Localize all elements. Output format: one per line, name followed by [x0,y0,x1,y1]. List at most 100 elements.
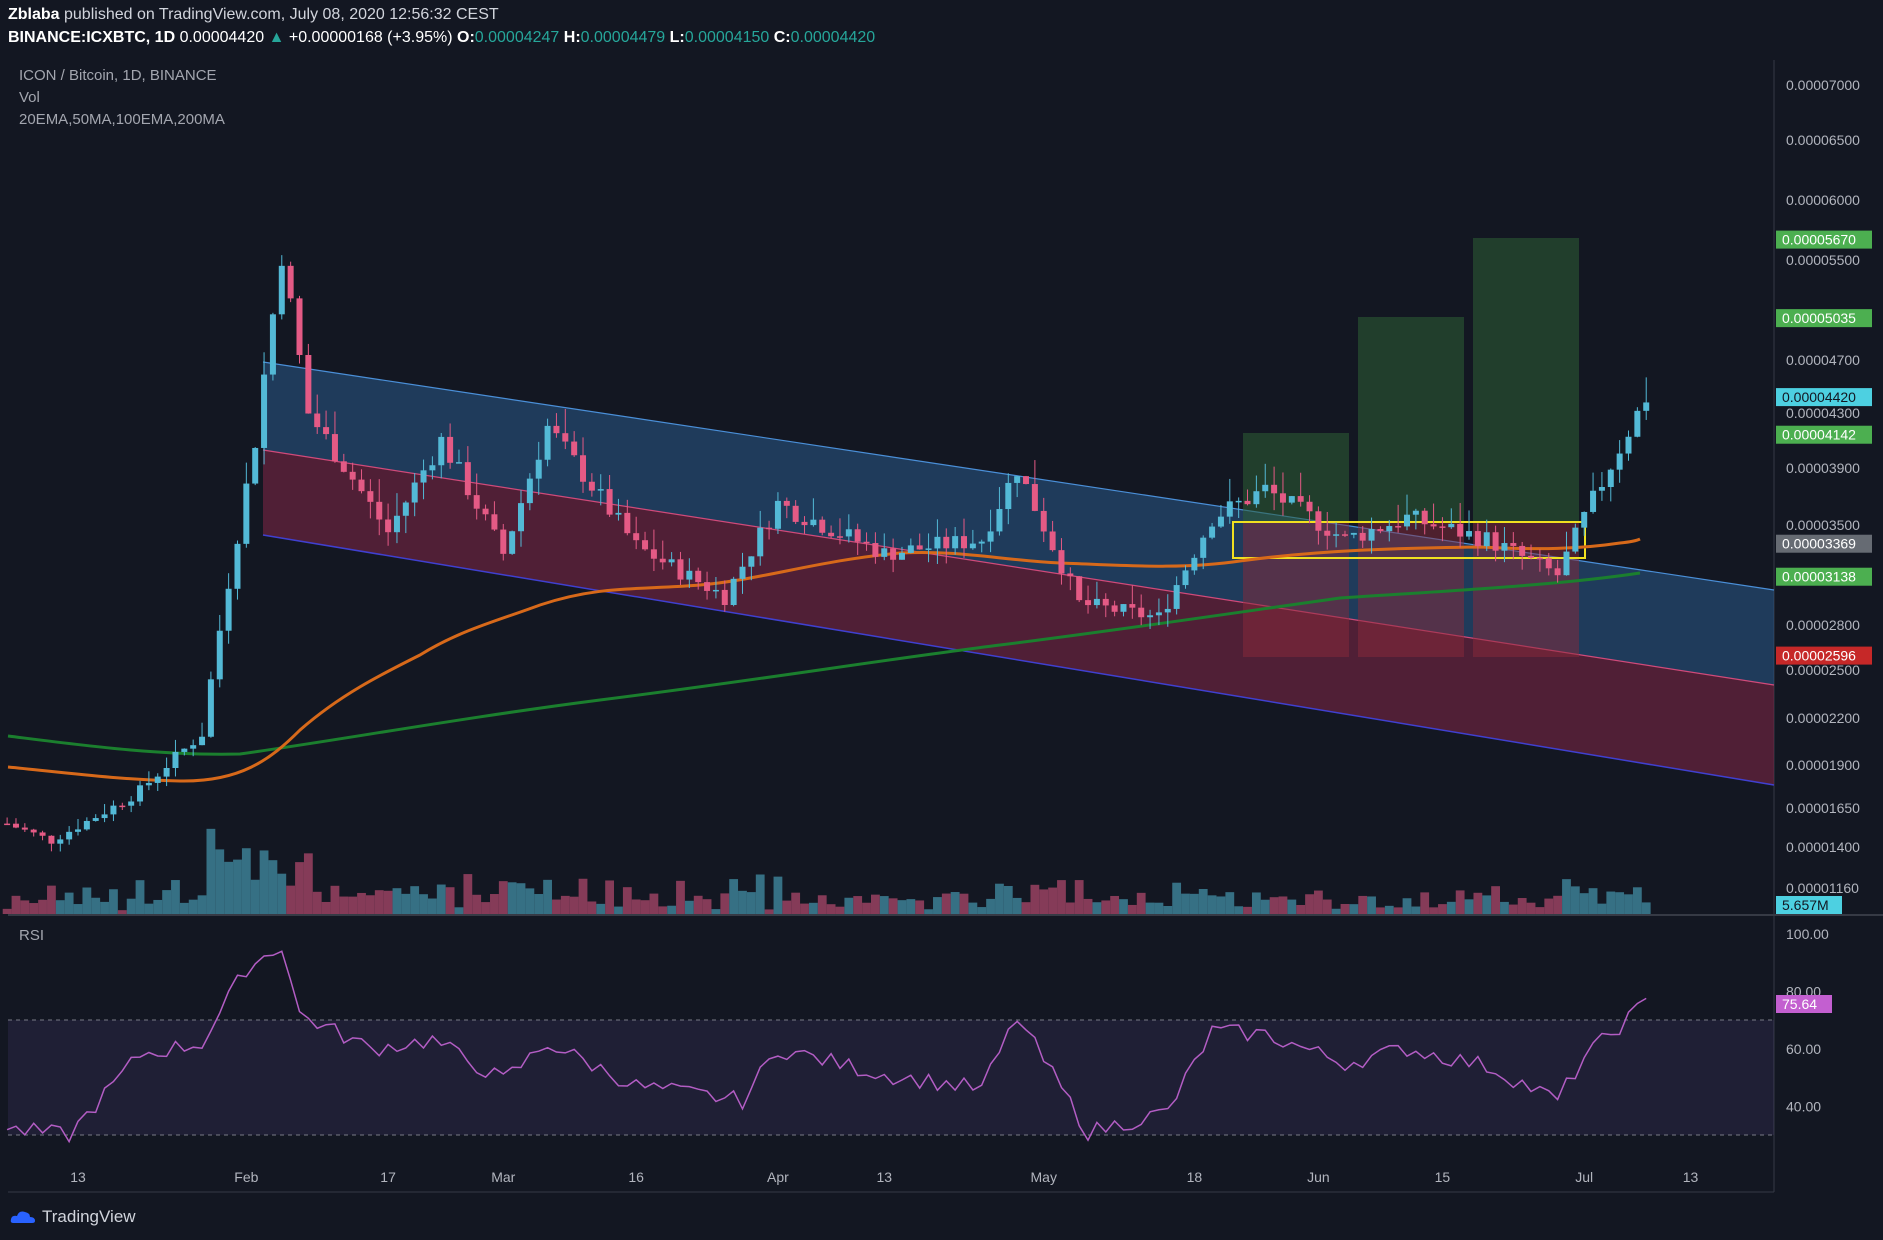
target-box-1-profit[interactable] [1243,433,1349,523]
target-boxes[interactable] [1232,238,1586,657]
candle-body [1607,469,1614,488]
candle-body [1023,476,1030,485]
candle-body [1359,532,1366,541]
volume-bar [1074,880,1084,914]
tradingview-logo[interactable]: TradingView [10,1207,136,1227]
volume-bar [1553,895,1563,914]
ma200-line[interactable] [7,571,1641,756]
candle-body [748,556,755,567]
candle-body [597,489,604,491]
volume-bar [1181,893,1190,914]
volume-bar [197,895,207,914]
volume-bar [109,889,118,914]
target-box-1-loss[interactable] [1243,523,1349,657]
volume-bar [941,893,951,914]
target-box-3-loss[interactable] [1473,523,1579,657]
candle-body [92,818,99,821]
volume-bar [534,894,544,914]
time-tick-label: 13 [1683,1169,1699,1185]
volume-series [2,828,1651,914]
open-value: 0.00004247 [474,29,560,46]
time-tick-label: Apr [767,1169,789,1185]
volume-bar [791,892,801,914]
volume-bar [1367,896,1376,914]
volume-tag-bg [1776,896,1842,914]
candle-body [996,509,1003,532]
volume-bar [171,880,180,914]
candle-body [1315,511,1322,531]
candle-body [1271,484,1278,494]
target-box-3-profit[interactable] [1473,238,1579,523]
rsi-legend[interactable]: RSI [19,927,45,944]
volume-bar [419,894,428,914]
chart-title[interactable]: ICON / Bitcoin, 1D, BINANCE [19,67,217,84]
volume-bar [1340,903,1350,914]
candle-body [606,489,613,515]
candle-body [287,265,294,299]
volume-bar [117,910,127,914]
volume-bar [472,894,482,914]
volume-bar [303,853,313,914]
volume-bar [720,893,730,914]
ma-legend[interactable]: 20EMA,50MA,100EMA,200MA [19,111,225,128]
volume-bar [162,890,171,914]
candle-body [1147,615,1154,618]
candle-body [349,471,356,480]
volume-bar [490,894,499,914]
brand-name: TradingView [42,1207,136,1226]
target-box-2-profit[interactable] [1358,317,1464,523]
price-axis[interactable]: 0.00007000 0.00006500 0.00006000 0.00005500… [1786,77,1860,896]
candle-body [739,566,746,579]
candle-body [482,508,489,515]
candle-body [1501,543,1508,551]
candle-body [455,462,462,464]
volume-bar [339,896,349,914]
volume-bar [1535,907,1545,914]
price-tick-label: 0.00003900 [1786,460,1860,476]
candle-body [712,589,719,592]
time-tick-label: 15 [1435,1169,1451,1185]
volume-bar [1127,904,1137,914]
candle-body [1155,612,1162,616]
rsi-tag: 75.64 [1776,995,1832,1013]
volume-bar [1065,902,1075,914]
low-value: 0.00004150 [684,29,770,46]
price-tick-label: 0.00002200 [1786,710,1860,726]
time-axis[interactable]: 13 Feb 17 Mar 16 Apr 13 May 18 Jun 15 Jul 13 [70,1169,1698,1185]
volume-bar [933,897,942,914]
candle-body [801,521,808,526]
volume-bar [1376,907,1385,914]
candle-body [1138,607,1145,618]
volume-tag: 5.657M [1776,896,1842,914]
candle-body [1111,605,1118,612]
candle-body [252,447,259,484]
candle-body [810,519,817,526]
candle-body [916,545,923,550]
candle-body [101,814,108,819]
volume-bar [738,890,747,914]
volume-bar [135,880,145,914]
volume-legend[interactable]: Vol [19,89,40,106]
candle-body [1333,534,1340,536]
volume-bar [507,882,517,914]
volume-bar [773,876,783,914]
volume-bar [1482,895,1492,914]
volume-bar [950,892,960,914]
candlestick-series[interactable] [4,255,1650,852]
candle-body [1341,534,1348,536]
publisher-name[interactable]: Zblaba [8,6,60,23]
rsi-line[interactable] [6,950,1647,1144]
volume-bar [250,879,260,914]
price-tick-label: 0.00001900 [1786,757,1860,773]
price-tag-bg [1776,646,1872,665]
channel-bottom-line[interactable] [262,534,1775,786]
volume-bar [188,899,198,914]
tradingview-cloud-icon [10,1211,35,1223]
ema100-line[interactable] [7,537,1641,783]
candle-body [145,782,152,786]
candle-body [429,465,436,471]
price-tag-label: 0.00005035 [1782,310,1856,326]
candle-body [828,532,835,537]
